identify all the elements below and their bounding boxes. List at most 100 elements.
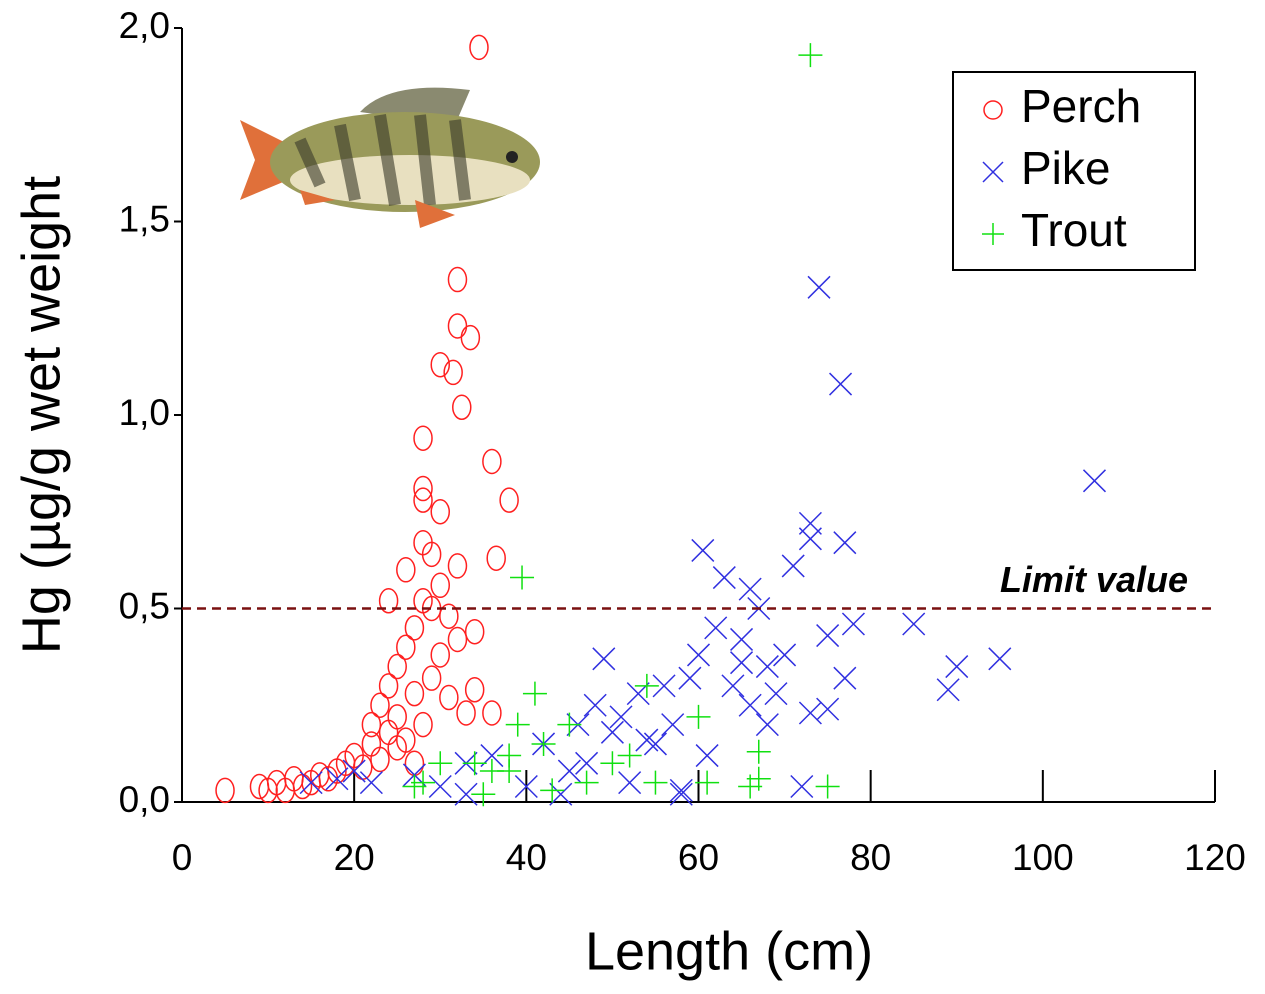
pike-point <box>738 577 762 601</box>
pike-point <box>829 372 853 396</box>
pike-point <box>755 655 779 679</box>
pike-point <box>798 527 822 551</box>
perch-point <box>486 545 506 571</box>
legend-marker <box>982 161 1004 183</box>
perch-point <box>396 557 416 583</box>
perch-point <box>464 618 485 645</box>
perch-point <box>430 351 450 378</box>
pike-point <box>816 697 840 721</box>
pike-point <box>342 759 366 783</box>
perch-point <box>460 324 481 351</box>
legend-marker <box>983 100 1003 120</box>
perch-point <box>456 700 476 726</box>
pike-point <box>730 651 754 675</box>
pike-point <box>712 566 736 590</box>
pike-point <box>600 720 624 744</box>
legend-label: Perch <box>1021 80 1141 132</box>
x-tick-label: 100 <box>1012 837 1074 878</box>
trout-point <box>505 712 530 737</box>
trout-point <box>686 704 711 729</box>
perch-point <box>447 313 468 339</box>
pike-point <box>359 771 383 795</box>
pike-point <box>575 751 599 775</box>
perch-point <box>404 680 425 707</box>
perch-point <box>469 34 489 61</box>
pike-point <box>807 275 831 299</box>
perch-point <box>387 653 407 680</box>
perch-point <box>404 750 425 777</box>
pike-point <box>781 554 805 578</box>
y-tick-label: 2,0 <box>119 5 170 46</box>
x-tick-label: 20 <box>334 837 375 878</box>
trout-point <box>531 731 556 756</box>
pike-point <box>730 627 754 651</box>
trout-point <box>600 751 625 776</box>
pike-point <box>428 774 452 799</box>
perch-point <box>404 615 425 641</box>
trout-point <box>815 774 840 799</box>
pike-point <box>454 782 478 806</box>
pike-point <box>583 693 607 717</box>
legend-label: Trout <box>1021 204 1127 256</box>
pike-point <box>945 655 969 679</box>
perch-point <box>430 572 450 599</box>
perch-point <box>413 711 433 738</box>
perch-point <box>413 425 433 451</box>
x-tick-label: 80 <box>850 837 891 878</box>
perch-point <box>370 692 390 718</box>
perch-point <box>413 475 433 502</box>
perch-point <box>361 731 382 757</box>
perch-point <box>447 266 468 293</box>
pike-point <box>325 767 349 791</box>
perch-point <box>430 499 450 525</box>
x-tick-label: 60 <box>678 837 719 878</box>
trout-point <box>746 739 771 764</box>
legend-label: Pike <box>1021 142 1110 194</box>
pike-point <box>1082 469 1107 493</box>
perch-point <box>482 448 502 475</box>
pike-point <box>592 647 616 671</box>
trout-point <box>617 743 642 768</box>
perch-point <box>421 541 442 568</box>
pike-point <box>635 728 659 752</box>
trout-point <box>643 770 668 795</box>
trout-point <box>428 751 453 776</box>
pike-point <box>686 643 711 667</box>
pike-point <box>764 682 788 706</box>
pike-point <box>798 701 822 725</box>
perch-point <box>396 634 416 660</box>
pike-point <box>299 771 323 795</box>
perch-point <box>361 711 382 738</box>
pike-point <box>936 678 960 702</box>
pike-point <box>643 732 667 756</box>
x-tick-label: 120 <box>1184 837 1246 878</box>
perch-point <box>370 746 390 773</box>
perch-point <box>421 665 442 691</box>
pike-point <box>618 771 642 795</box>
pike-point <box>557 759 581 783</box>
perch-point <box>439 684 459 711</box>
trout-point <box>462 751 487 776</box>
pike-point <box>609 705 633 729</box>
y-tick-label: 1,5 <box>119 198 170 239</box>
x-tick-label: 0 <box>172 837 193 878</box>
pike-point <box>704 616 728 640</box>
perch-point <box>443 359 463 386</box>
pike-point <box>669 778 693 802</box>
perch-point <box>447 626 468 653</box>
perch-point <box>482 700 502 726</box>
pike-point <box>695 744 719 768</box>
legend-marker <box>982 223 1004 245</box>
trout-point <box>574 770 599 795</box>
y-axis-label: Hg (µg/g wet weight <box>11 176 71 654</box>
perch-point <box>452 394 472 421</box>
pike-point <box>755 713 779 737</box>
trout-point <box>695 770 720 795</box>
pike-point <box>773 643 797 667</box>
x-tick-label: 40 <box>506 837 547 878</box>
pike-point <box>833 666 857 690</box>
y-tick-label: 0,0 <box>119 779 170 820</box>
y-tick-label: 1,0 <box>119 392 170 433</box>
